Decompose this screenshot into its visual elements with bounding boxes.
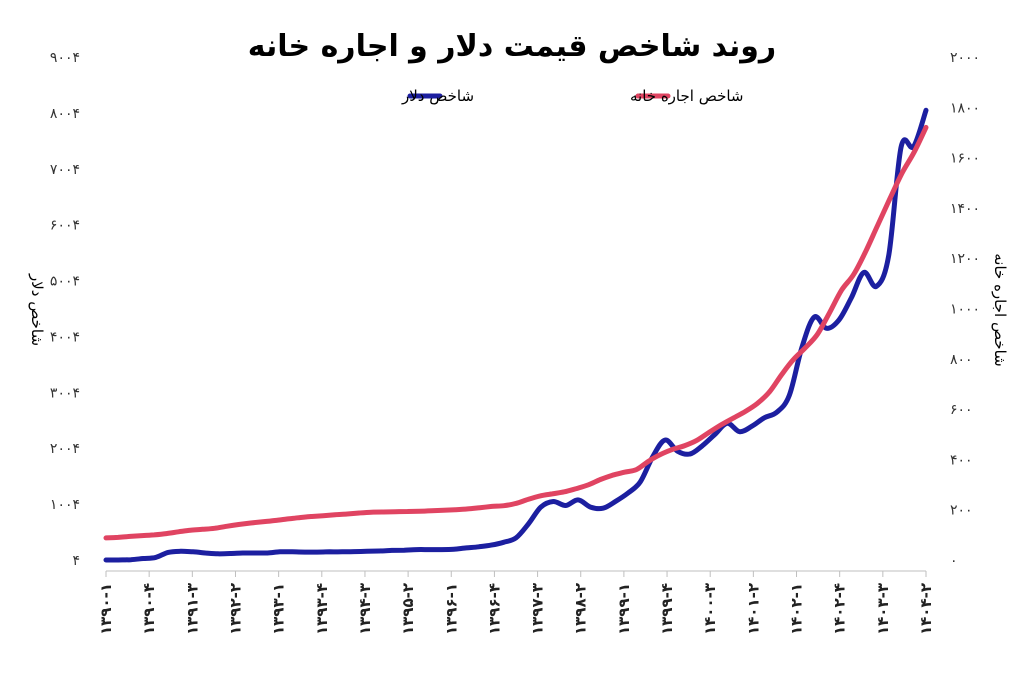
x-tick-label: ۱۳۹۹-۱ xyxy=(615,583,633,635)
y-left-tick-label: ۸۰۰۴ xyxy=(50,106,80,122)
series-line-dollar xyxy=(103,107,929,563)
y-right-tick-label: ۲۰۰۰ xyxy=(950,50,980,66)
y-right-tick-label: ۰ xyxy=(950,553,958,569)
y-axis-left-label: شاخص دلار xyxy=(28,273,46,346)
y-right-tick-label: ۱۰۰۰ xyxy=(950,302,980,318)
x-tick-label: ۱۳۹۰-۱ xyxy=(97,583,115,635)
legend-label-rent: شاخص اجاره خانه xyxy=(630,87,744,105)
x-tick-label: ۱۴۰۱-۲ xyxy=(744,583,762,635)
x-tick-label: ۱۳۹۸-۲ xyxy=(572,583,590,635)
x-tick-label: ۱۳۹۹-۴ xyxy=(658,583,676,635)
y-right-tick-label: ۶۰۰ xyxy=(950,402,973,418)
x-tick-label: ۱۳۹۶-۱ xyxy=(442,583,460,635)
legend: شاخص اجاره خانه شاخص دلار xyxy=(401,87,744,105)
series-layer xyxy=(103,107,929,563)
series-line-rent xyxy=(103,124,929,541)
x-tick-label: ۱۴۰۰-۳ xyxy=(701,583,719,635)
y-right-tick-label: ۱۸۰۰ xyxy=(950,100,980,116)
x-tick-label: ۱۴۰۳-۳ xyxy=(874,583,892,635)
x-tick-label: ۱۳۹۴-۳ xyxy=(356,583,374,635)
y-right-tick-label: ۲۰۰ xyxy=(950,503,973,519)
x-tick-label: ۱۳۹۵-۲ xyxy=(399,583,417,635)
chart-title: روند شاخص قیمت دلار و اجاره خانه xyxy=(248,29,776,64)
y-axis-left: ۴ ۱۰۰۴ ۲۰۰۴ ۳۰۰۴ ۴۰۰۴ ۵۰۰۴ ۶۰۰۴ ۷۰۰۴ ۸۰۰۴ ۹۰۰۴ xyxy=(50,50,80,569)
y-axis-right: ۰ ۲۰۰ ۴۰۰ ۶۰۰ ۸۰۰ ۱۰۰۰ ۱۲۰۰ ۱۴۰۰ ۱۶۰۰ ۱۸۰۰ ۲۰۰۰ xyxy=(950,50,980,569)
x-tick-label: ۱۳۹۳-۱ xyxy=(270,583,288,635)
x-tick-label: ۱۳۹۷-۳ xyxy=(529,583,547,635)
x-tick-label: ۱۳۹۶-۴ xyxy=(485,583,503,635)
x-tick-label: ۱۳۹۰-۴ xyxy=(140,583,158,635)
y-left-tick-label: ۲۰۰۴ xyxy=(50,441,80,457)
y-left-tick-label: ۵۰۰۴ xyxy=(50,274,80,290)
x-tick-label: ۱۴۰۲-۴ xyxy=(831,583,849,635)
y-axis-right-label: شاخص اجاره خانه xyxy=(991,253,1009,367)
y-right-tick-label: ۸۰۰ xyxy=(950,352,973,368)
legend-label-dollar: شاخص دلار xyxy=(401,87,474,105)
x-tick-label: ۱۳۹۲-۲ xyxy=(226,583,244,635)
y-right-tick-label: ۱۶۰۰ xyxy=(950,151,980,167)
y-right-tick-label: ۱۲۰۰ xyxy=(950,251,980,267)
y-left-tick-label: ۱۰۰۴ xyxy=(50,497,80,513)
y-right-tick-label: ۴۰۰ xyxy=(950,452,973,468)
x-tick-label: ۱۳۹۳-۴ xyxy=(313,583,331,635)
y-right-tick-label: ۱۴۰۰ xyxy=(950,201,980,217)
x-tick-label: ۱۳۹۱-۳ xyxy=(183,583,201,635)
x-tick-label: ۱۴۰۲-۱ xyxy=(788,583,806,635)
y-left-tick-label: ۳۰۰۴ xyxy=(50,385,80,401)
y-left-tick-label: ۴۰۰۴ xyxy=(50,329,80,345)
x-axis: ۱۳۹۰-۱ ۱۳۹۰-۴ ۱۳۹۱-۳ ۱۳۹۲-۲ ۱۳۹۳-۱ ۱۳۹۳-۴ ۱۳۹۴… xyxy=(97,570,935,635)
x-tick-label: ۱۴۰۴-۲ xyxy=(917,583,935,635)
y-left-tick-label: ۷۰۰۴ xyxy=(50,162,80,178)
y-left-tick-label: ۶۰۰۴ xyxy=(50,218,80,234)
y-left-tick-label: ۹۰۰۴ xyxy=(50,50,80,66)
y-left-tick-label: ۴ xyxy=(72,553,80,569)
